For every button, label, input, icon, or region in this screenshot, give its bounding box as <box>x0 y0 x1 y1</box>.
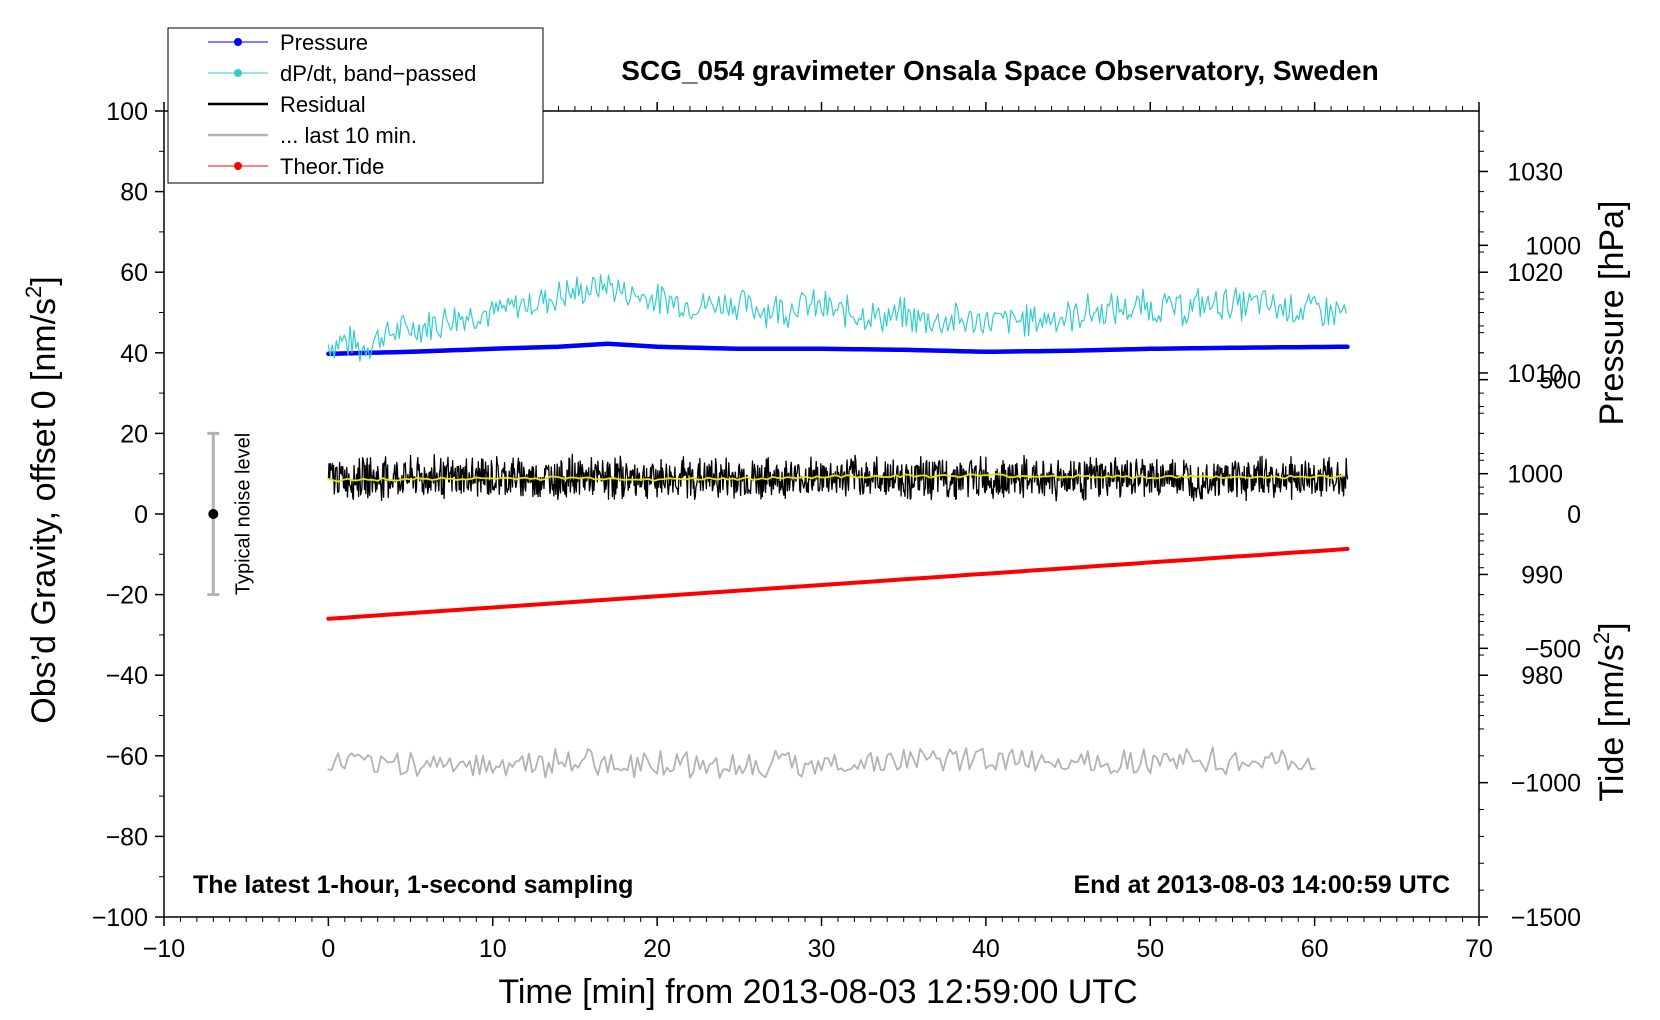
legend-marker <box>234 69 242 77</box>
x-tick-label: 10 <box>479 935 507 963</box>
legend-marker <box>234 38 242 46</box>
tide-title-end: ] <box>1593 622 1631 631</box>
tide-tick-label: 500 <box>1539 367 1581 395</box>
pressure-tick-label: 1000 <box>1507 461 1563 489</box>
y-pressure-axis: 980 990 1000 1010 1020 1030 <box>1479 130 1563 716</box>
y-left-axis-title: Obs’d Gravity, offset 0 [nm/s2] <box>21 276 63 723</box>
x-tick-label: 0 <box>321 935 335 963</box>
y-left-tick-label: −80 <box>106 823 148 851</box>
y-left-tick-label: 0 <box>134 501 148 529</box>
pressure-axis-title: Pressure [hPa] <box>1593 201 1631 426</box>
noise-bar-label: Typical noise level <box>232 433 254 595</box>
tide-tick-label: −1000 <box>1511 770 1581 798</box>
pressure-tick-label: 1030 <box>1507 158 1563 186</box>
y-left-tick-label: −100 <box>92 904 148 932</box>
annotation-right: End at 2013-08-03 14:00:59 UTC <box>1073 871 1450 899</box>
tide-tick-label: −1500 <box>1511 904 1581 932</box>
legend-label: dP/dt, band−passed <box>280 61 476 86</box>
y-left-tick-label: −60 <box>106 743 148 771</box>
series--last-10-min- <box>327 746 1316 779</box>
y-left-tick-label: −40 <box>106 662 148 690</box>
x-tick-label: 60 <box>1301 935 1329 963</box>
legend-label: Pressure <box>280 30 368 55</box>
x-tick-label: 20 <box>643 935 671 963</box>
series-pressure <box>326 341 1350 357</box>
legend-box <box>167 27 544 184</box>
tide-axis-title: Tide [nm/s2] <box>1589 622 1631 801</box>
y-left-title-sup: 2 <box>21 286 46 298</box>
plot-frame <box>163 110 1480 918</box>
annotation-left: The latest 1-hour, 1-second sampling <box>193 871 633 899</box>
pressure-tick-label: 1010 <box>1507 360 1563 388</box>
x-tick-label: 40 <box>972 935 1000 963</box>
tide-title-sup: 2 <box>1589 632 1614 644</box>
y-left-tick-label: 40 <box>120 340 148 368</box>
series-residual <box>327 453 1349 502</box>
series-dp-dt-band-passed <box>327 274 1347 362</box>
legend-label: Residual <box>280 92 366 117</box>
y-left-tick-label: 100 <box>106 98 148 126</box>
pressure-tick-label: 980 <box>1521 662 1563 690</box>
tide-tick-label: −500 <box>1525 635 1581 663</box>
series-residual-smoothed <box>327 473 1346 483</box>
x-axis-title: Time [min] from 2013-08-03 12:59:00 UTC <box>498 973 1137 1011</box>
noise-level-bar: Typical noise level <box>207 431 254 597</box>
legend: Pressure dP/dt, band−passed Residual ... la… <box>167 27 544 184</box>
y-left-tick-label: 80 <box>120 179 148 207</box>
legend-label: Theor.Tide <box>280 154 384 179</box>
tide-tick-label: 0 <box>1567 501 1581 529</box>
pressure-tick-label: 1020 <box>1507 259 1563 287</box>
y-left-tick-label: −20 <box>106 582 148 610</box>
tide-title-main: Tide [nm/s <box>1593 644 1631 801</box>
y-left-tick-label: 20 <box>120 420 148 448</box>
series-theor-tide <box>326 546 1350 621</box>
x-tick-label: 30 <box>808 935 836 963</box>
legend-label: ... last 10 min. <box>280 123 417 148</box>
x-axis: −10 0 10 20 30 40 50 60 70 <box>143 102 1493 963</box>
tide-tick-label: 1000 <box>1525 232 1581 260</box>
y-left-axis: −100 −80 −60 −40 −20 0 20 40 60 80 100 <box>92 98 164 932</box>
y-left-tick-label: 60 <box>120 259 148 287</box>
x-tick-label: 70 <box>1465 935 1493 963</box>
chart-title: SCG_054 gravimeter Onsala Space Observat… <box>621 55 1378 86</box>
y-tide-axis: −1500 −1000 −500 0 500 1000 <box>1479 232 1581 932</box>
y-left-title-end: ] <box>25 276 63 285</box>
legend-marker <box>234 162 242 170</box>
x-tick-label: 50 <box>1136 935 1164 963</box>
y-left-title-main: Obs’d Gravity, offset 0 [nm/s <box>25 298 63 724</box>
x-tick-label: −10 <box>143 935 185 963</box>
pressure-tick-label: 990 <box>1521 561 1563 589</box>
noise-bar-dot <box>208 509 219 519</box>
traces <box>326 274 1350 779</box>
